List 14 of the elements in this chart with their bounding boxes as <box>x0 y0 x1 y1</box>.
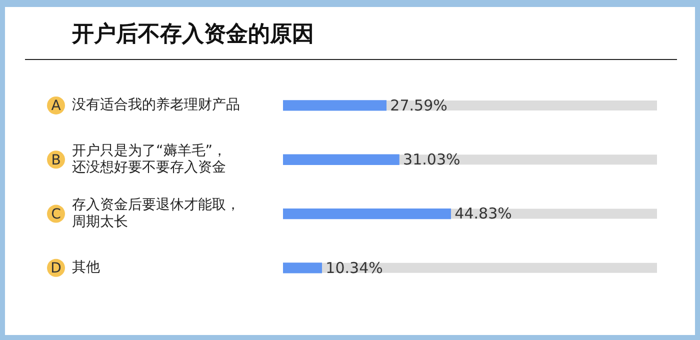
text: C <box>51 206 62 222</box>
data-label: 27.59% <box>390 96 448 114</box>
y-tick-label: 开户只是为了“薅羊毛”，还没想好要不要存入资金 <box>72 142 227 176</box>
data-label: 31.03% <box>403 150 460 169</box>
text: B <box>51 152 61 168</box>
y-tick-label: 没有适合我的养老理财产品 <box>72 97 240 114</box>
data-label: 10.34% <box>326 258 383 277</box>
y-tick-label: 存入资金后要退休才能取，周期太长 <box>72 197 240 230</box>
data-label: 44.83% <box>454 204 512 223</box>
y-tick-label: 其他 <box>72 260 100 276</box>
text: A <box>51 98 62 114</box>
chart-title: 开户后不存入资金的原因 <box>71 20 314 47</box>
bar <box>283 262 322 274</box>
text: D <box>50 260 62 277</box>
